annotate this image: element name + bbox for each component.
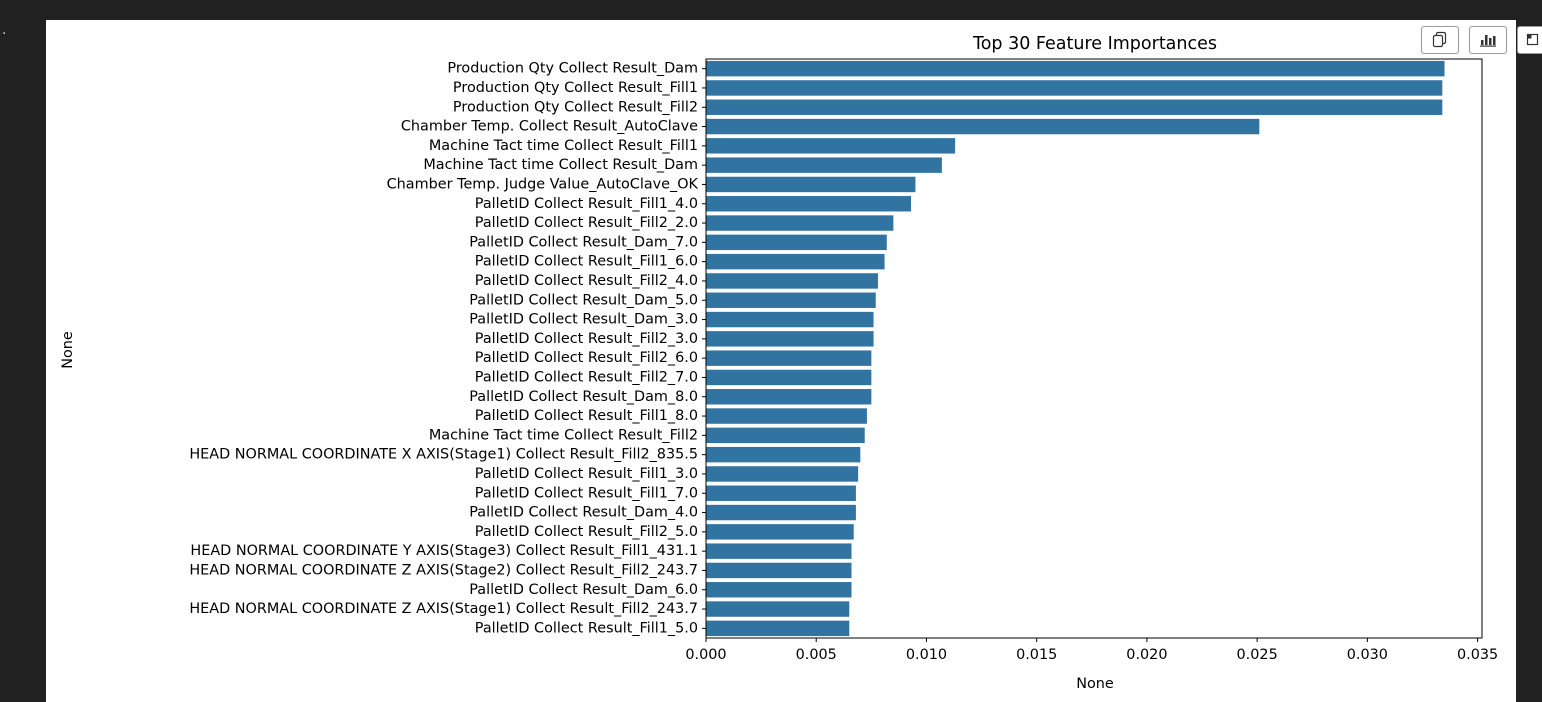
y-tick-label: Machine Tact time Collect Result_Fill2 — [429, 427, 698, 443]
x-axis-label: None — [1076, 676, 1114, 692]
bar — [706, 466, 859, 482]
y-axis-ticks: Production Qty Collect Result_Dam Product… — [189, 61, 706, 636]
bar — [706, 601, 850, 617]
y-tick-label: PalletID Collect Result_Dam_4.0 — [469, 505, 698, 521]
x-axis-ticks: 0.000 0.005 0.010 0.015 0.020 0.025 0.030 0.035 — [685, 638, 1498, 663]
x-tick-label: 0.020 — [1126, 647, 1167, 663]
bar — [706, 543, 852, 559]
expand-button[interactable] — [1517, 26, 1542, 54]
bar — [706, 215, 894, 231]
y-tick-label: PalletID Collect Result_Fill2_5.0 — [475, 524, 698, 540]
x-tick-label: 0.015 — [1016, 647, 1057, 663]
y-tick-label: PalletID Collect Result_Dam_5.0 — [469, 292, 698, 308]
y-tick-label: HEAD NORMAL COORDINATE Z AXIS(Stage1) Co… — [189, 601, 698, 617]
bar — [706, 311, 874, 328]
y-tick-label: HEAD NORMAL COORDINATE X AXIS(Stage1) Co… — [189, 447, 698, 463]
bar — [706, 485, 856, 501]
bar — [706, 273, 878, 289]
feature-importance-chart: Top 30 Feature Importances Production Qt… — [60, 34, 1498, 692]
y-tick-label: PalletID Collect Result_Fill1_3.0 — [475, 466, 698, 482]
bar — [706, 389, 872, 405]
bar — [706, 504, 856, 521]
y-tick-label: Production Qty Collect Result_Fill2 — [453, 99, 698, 115]
bar — [706, 157, 942, 173]
bar — [706, 196, 912, 212]
bar — [706, 524, 854, 540]
copy-icon — [1432, 31, 1447, 48]
y-tick-label: PalletID Collect Result_Fill2_6.0 — [475, 350, 698, 366]
bar — [706, 350, 872, 366]
y-tick-label: Chamber Temp. Collect Result_AutoClave — [401, 119, 698, 135]
bar — [706, 234, 887, 251]
bar — [706, 118, 1260, 135]
bars-group — [706, 60, 1445, 637]
y-tick-label: HEAD NORMAL COORDINATE Y AXIS(Stage3) Co… — [190, 543, 698, 559]
chart-title: Top 30 Feature Importances — [972, 34, 1217, 54]
y-tick-label: PalletID Collect Result_Fill2_4.0 — [475, 273, 698, 289]
y-tick-label: PalletID Collect Result_Dam_6.0 — [469, 582, 698, 598]
y-tick-label: PalletID Collect Result_Dam_8.0 — [469, 389, 698, 405]
bar — [706, 369, 872, 386]
axes-frame — [705, 58, 1483, 639]
copy-button[interactable] — [1421, 26, 1459, 54]
bar — [706, 427, 865, 444]
y-tick-label: PalletID Collect Result_Fill1_7.0 — [475, 485, 698, 501]
bar — [706, 253, 885, 270]
y-tick-label: Machine Tact time Collect Result_Dam — [423, 157, 698, 173]
bar — [706, 582, 852, 598]
bar — [706, 446, 861, 463]
x-tick-label: 0.010 — [906, 647, 947, 663]
x-tick-label: 0.030 — [1347, 647, 1388, 663]
expand-icon — [1526, 33, 1539, 46]
y-tick-label: PalletID Collect Result_Fill2_7.0 — [475, 369, 698, 385]
y-tick-label: Machine Tact time Collect Result_Fill1 — [429, 138, 698, 154]
bar — [706, 620, 850, 637]
y-tick-label: HEAD NORMAL COORDINATE Z AXIS(Stage2) Co… — [189, 562, 698, 578]
x-tick-label: 0.025 — [1237, 647, 1278, 663]
y-axis-label: None — [60, 331, 76, 369]
y-tick-label: Production Qty Collect Result_Fill1 — [453, 80, 698, 96]
bar — [706, 292, 876, 308]
y-tick-label: PalletID Collect Result_Fill1_8.0 — [475, 408, 698, 424]
output-toolbar — [1421, 26, 1542, 54]
cell-prompt-marker: . — [2, 22, 7, 38]
y-tick-label: PalletID Collect Result_Fill1_4.0 — [475, 196, 698, 212]
bar — [706, 331, 874, 347]
y-tick-label: PalletID Collect Result_Fill2_3.0 — [475, 331, 698, 347]
bar — [706, 138, 956, 154]
y-tick-label: PalletID Collect Result_Fill1_5.0 — [475, 620, 698, 636]
x-tick-label: 0.005 — [796, 647, 837, 663]
x-tick-label: 0.035 — [1457, 647, 1498, 663]
bar — [706, 60, 1445, 77]
y-tick-label: Chamber Temp. Judge Value_AutoClave_OK — [387, 176, 699, 192]
bar — [706, 80, 1443, 96]
y-tick-label: Production Qty Collect Result_Dam — [447, 61, 698, 77]
bar-chart-icon — [1480, 35, 1496, 47]
bar — [706, 99, 1443, 115]
chart-view-button[interactable] — [1469, 26, 1507, 54]
x-tick-label: 0.000 — [685, 647, 726, 663]
bar — [706, 562, 852, 579]
y-tick-label: PalletID Collect Result_Dam_7.0 — [469, 234, 698, 250]
bar — [706, 176, 916, 193]
y-tick-label: PalletID Collect Result_Dam_3.0 — [469, 312, 698, 328]
bar — [706, 408, 867, 424]
y-tick-label: PalletID Collect Result_Fill1_6.0 — [475, 254, 698, 270]
y-tick-label: PalletID Collect Result_Fill2_2.0 — [475, 215, 698, 231]
